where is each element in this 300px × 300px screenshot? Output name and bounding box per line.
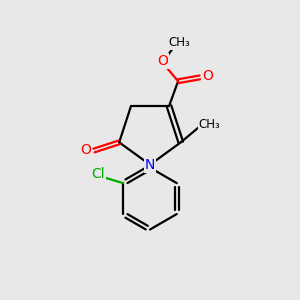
- Text: Cl: Cl: [91, 167, 104, 181]
- Text: O: O: [157, 54, 168, 68]
- Text: N: N: [145, 158, 155, 172]
- Text: CH₃: CH₃: [169, 36, 190, 50]
- Text: CH₃: CH₃: [199, 118, 220, 131]
- Text: O: O: [80, 143, 91, 157]
- Text: O: O: [202, 69, 213, 83]
